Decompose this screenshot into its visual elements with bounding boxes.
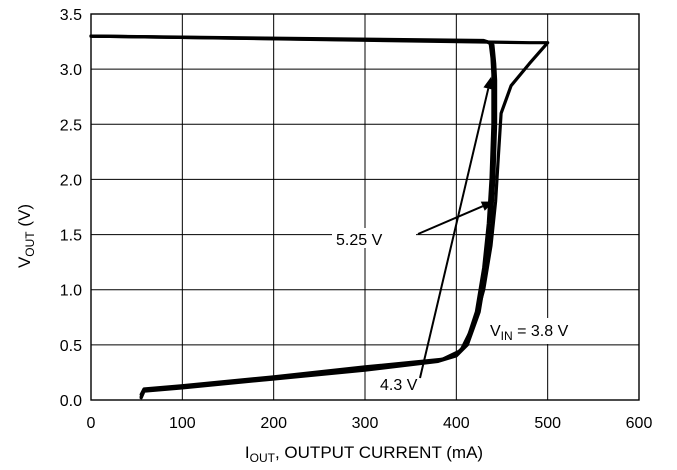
- y-tick-label: 3.0: [60, 62, 82, 79]
- x-tick-label: 200: [260, 415, 287, 432]
- x-tick-label: 500: [534, 415, 561, 432]
- arrowhead-4-3v: [483, 76, 494, 90]
- annotation-5-25v: 5.25 V: [336, 232, 383, 249]
- x-tick-label: 400: [443, 415, 470, 432]
- tick-labels: 0 100 200 300 400 500 600 0.0 0.5 1.0 1.5 2.0 2.5 3.0…: [60, 7, 653, 432]
- annotation-vin-rest: = 3.8 V: [513, 323, 569, 340]
- y-axis-title-rest: (V): [15, 204, 34, 231]
- annotation-vin-main: V: [490, 323, 501, 340]
- annotation-vin-sub: IN: [501, 329, 513, 343]
- x-axis-title-main: I: [245, 443, 250, 462]
- y-tick-label: 2.0: [60, 172, 82, 189]
- annotation-4-3v: 4.3 V: [380, 377, 418, 394]
- y-axis-title-sub: OUT: [23, 231, 37, 257]
- y-axis-title-main: V: [15, 256, 34, 268]
- curves: [89, 34, 550, 400]
- y-tick-label: 1.5: [60, 228, 82, 245]
- x-axis-title: IOUT, OUTPUT CURRENT (mA): [245, 443, 483, 465]
- series-line-0: [89, 34, 495, 399]
- series-line-2: [89, 34, 550, 397]
- label-bg-4-3v: [376, 373, 420, 393]
- y-tick-label: 0.0: [60, 393, 82, 410]
- x-axis-title-sub: OUT: [250, 451, 276, 465]
- plot-frame: [90, 13, 640, 401]
- series-line-1: [89, 34, 498, 400]
- x-tick-label: 600: [626, 415, 653, 432]
- arrowhead-5-25v: [480, 201, 494, 211]
- label-bg-vin-3-8v: [486, 318, 602, 344]
- y-axis-title: VOUT (V): [15, 204, 37, 268]
- x-tick-label: 300: [352, 415, 379, 432]
- y-tick-label: 0.5: [60, 338, 82, 355]
- annotations: 4.3 V 5.25 V VIN = 3.8 V: [332, 76, 602, 394]
- x-tick-label: 0: [87, 415, 96, 432]
- arrow-5-25v: [417, 205, 484, 235]
- label-bg-5-25v: [332, 228, 416, 248]
- y-tick-label: 2.5: [60, 117, 82, 134]
- arrow-4-3v: [419, 88, 490, 379]
- annotation-vin-3-8v: VIN = 3.8 V: [490, 323, 569, 343]
- grid: [90, 13, 640, 401]
- x-tick-label: 100: [169, 415, 196, 432]
- x-axis-title-rest: , OUTPUT CURRENT (mA): [275, 443, 483, 462]
- y-tick-label: 1.0: [60, 283, 82, 300]
- y-tick-label: 3.5: [60, 7, 82, 24]
